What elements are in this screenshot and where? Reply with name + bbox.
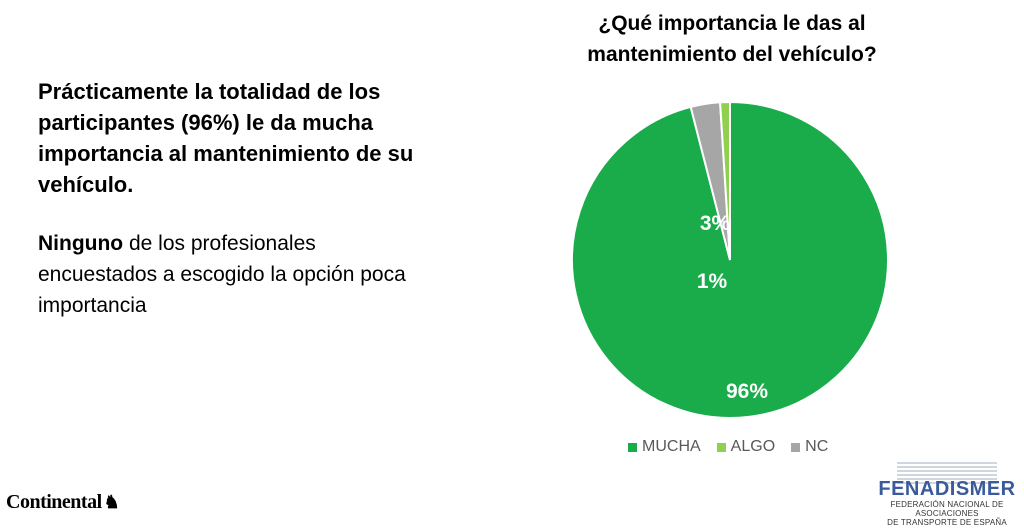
pie-chart: 96% 3% 1% — [571, 100, 889, 419]
summary-paragraph-1: Prácticamente la totalidad de los partic… — [38, 79, 414, 197]
summary-paragraph-2: Ninguno de los profesionales encuestados… — [38, 228, 438, 321]
summary-paragraph-2-rest: de los profesionales encuestados a escog… — [38, 232, 406, 317]
legend-item-mucha: MUCHA — [628, 438, 701, 456]
legend-label-algo: ALGO — [730, 438, 776, 455]
legend-swatch-nc — [791, 442, 801, 452]
chart-legend: MUCHA ALGO NC — [628, 438, 844, 456]
legend-item-algo: ALGO — [716, 438, 776, 456]
legend-label-mucha: MUCHA — [642, 438, 701, 455]
summary-paragraph-2-bold: Ninguno — [38, 232, 124, 255]
pie-label-mucha: 96% — [726, 380, 768, 403]
horse-icon: ♞ — [103, 492, 120, 512]
pie-label-nc: 3% — [700, 212, 731, 235]
legend-swatch-algo — [716, 442, 726, 452]
fenadismer-stripes-icon — [897, 462, 997, 484]
fenadismer-logo-subtitle-2: DE TRANSPORTE DE ESPAÑA — [887, 518, 1007, 527]
pie-slice-algo — [719, 100, 731, 261]
chart-title: ¿Qué importancia le das al mantenimiento… — [587, 12, 877, 66]
pie-label-algo: 1% — [697, 270, 728, 293]
legend-item-nc: NC — [791, 438, 828, 456]
continental-logo-text: Continental — [6, 491, 102, 513]
legend-label-nc: NC — [805, 438, 829, 455]
summary-text: Prácticamente la totalidad de los partic… — [38, 76, 438, 321]
legend-swatch-mucha — [628, 442, 637, 452]
fenadismer-logo-name: FENADISMER — [878, 478, 1016, 500]
continental-logo: Continental ♞ — [6, 491, 120, 514]
fenadismer-logo: FENADISMER FEDERACIÓN NACIONAL DE ASOCIA… — [872, 462, 1022, 527]
fenadismer-logo-subtitle-1: FEDERACIÓN NACIONAL DE ASOCIACIONES — [890, 500, 1004, 518]
